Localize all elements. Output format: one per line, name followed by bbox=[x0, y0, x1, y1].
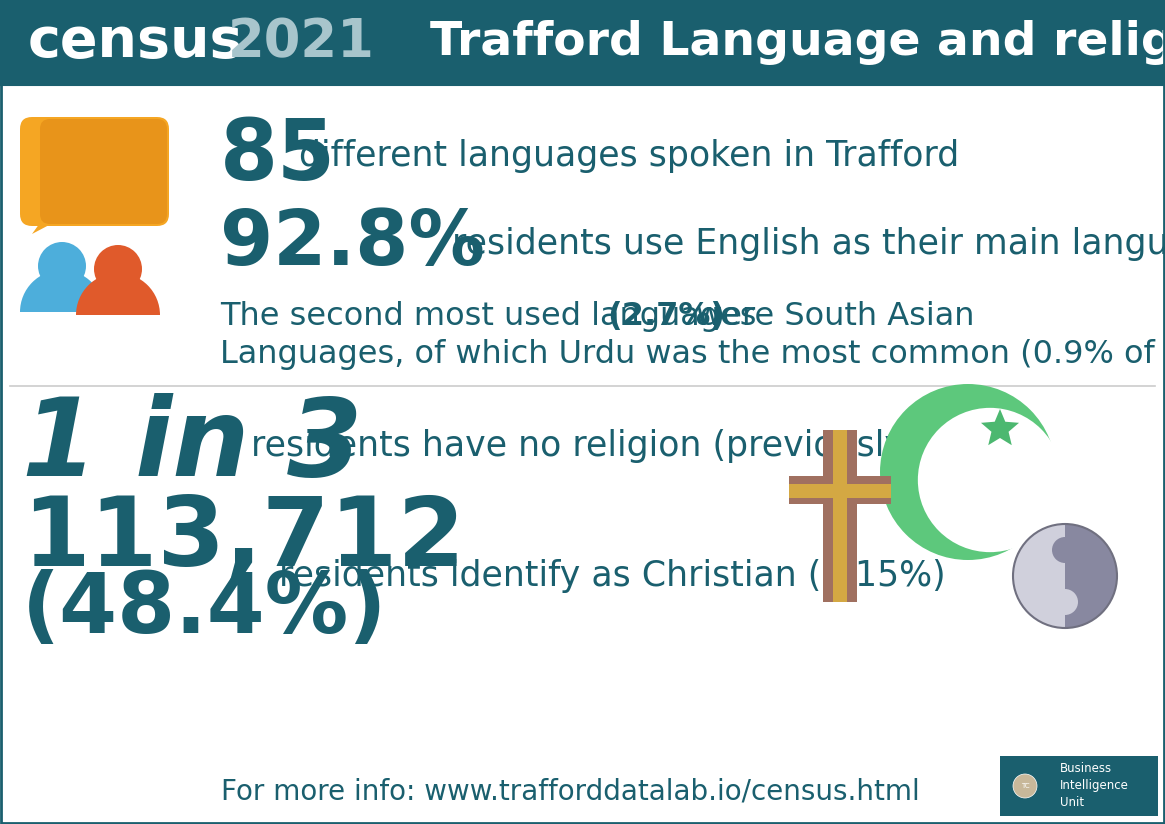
Bar bbox=[789, 476, 891, 504]
Bar bbox=[822, 430, 857, 602]
FancyBboxPatch shape bbox=[20, 117, 169, 226]
Text: Languages, of which Urdu was the most common (0.9% of residents): Languages, of which Urdu was the most co… bbox=[220, 339, 1165, 369]
Text: residents have no religion (previously 1 in 5): residents have no religion (previously 1… bbox=[240, 429, 1028, 463]
FancyBboxPatch shape bbox=[1000, 756, 1158, 816]
Text: 113,712: 113,712 bbox=[22, 493, 465, 586]
Text: 1 in 3: 1 in 3 bbox=[22, 393, 362, 499]
Text: 92.8%: 92.8% bbox=[220, 207, 485, 281]
Text: Trafford Language and religion: Trafford Language and religion bbox=[430, 20, 1165, 64]
Wedge shape bbox=[76, 273, 160, 315]
Text: were South Asian: were South Asian bbox=[685, 301, 974, 331]
FancyBboxPatch shape bbox=[40, 119, 167, 224]
Text: For more info: www.trafforddatalab.io/census.html: For more info: www.trafforddatalab.io/ce… bbox=[220, 777, 919, 805]
Wedge shape bbox=[1039, 576, 1065, 628]
Circle shape bbox=[1014, 774, 1037, 798]
FancyBboxPatch shape bbox=[0, 0, 1165, 84]
Bar bbox=[789, 484, 891, 498]
Text: residents use English as their main language: residents use English as their main lang… bbox=[430, 227, 1165, 261]
Circle shape bbox=[1014, 524, 1117, 628]
Circle shape bbox=[918, 408, 1062, 552]
Wedge shape bbox=[1014, 524, 1065, 628]
Wedge shape bbox=[20, 270, 104, 312]
Text: The second most used languages: The second most used languages bbox=[220, 301, 767, 331]
Bar bbox=[833, 430, 847, 602]
Text: Business
Intelligence
Unit: Business Intelligence Unit bbox=[1060, 762, 1129, 809]
Circle shape bbox=[1052, 589, 1078, 615]
Text: different languages spoken in Trafford: different languages spoken in Trafford bbox=[288, 139, 959, 173]
Circle shape bbox=[880, 384, 1055, 560]
Wedge shape bbox=[1065, 524, 1090, 576]
Circle shape bbox=[94, 245, 142, 293]
Text: (48.4%): (48.4%) bbox=[22, 569, 388, 649]
Circle shape bbox=[38, 242, 86, 290]
Circle shape bbox=[1052, 537, 1078, 563]
Polygon shape bbox=[981, 409, 1019, 445]
Text: census: census bbox=[28, 15, 243, 69]
Text: 85: 85 bbox=[220, 115, 336, 196]
Polygon shape bbox=[31, 209, 70, 234]
Text: (2.7%): (2.7%) bbox=[607, 301, 726, 331]
Text: TC: TC bbox=[1021, 783, 1030, 789]
Text: 2021: 2021 bbox=[228, 16, 375, 68]
Text: residents identify as Christian (⅑15%): residents identify as Christian (⅑15%) bbox=[268, 559, 946, 593]
